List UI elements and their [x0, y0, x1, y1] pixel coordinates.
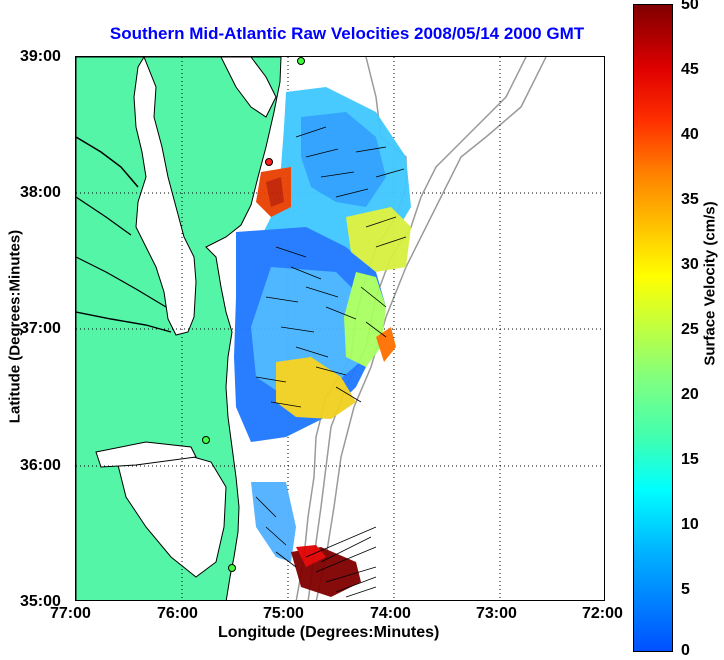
albemarle-sound — [95, 441, 197, 468]
bathymetry-contour — [315, 57, 547, 600]
x-tick-76: 76:00 — [157, 605, 198, 622]
y-tick-39: 39:00 — [20, 48, 61, 65]
colorbar-tick-50: 50 — [681, 0, 699, 13]
colorbar-tick-30: 30 — [681, 256, 699, 273]
y-tick-38: 38:00 — [20, 184, 61, 201]
rappahannock-river — [76, 196, 132, 236]
chesapeake-bay — [133, 57, 197, 336]
colorbar-tick-0: 0 — [681, 642, 690, 659]
y-tick-37: 37:00 — [20, 320, 61, 337]
x-tick-73: 73:00 — [476, 605, 517, 622]
y-tick-35: 35:00 — [20, 593, 61, 610]
x-axis-title: Longitude (Degrees:Minutes) — [218, 624, 440, 641]
map-plot-area — [75, 56, 605, 601]
pamlico-sound — [115, 451, 227, 578]
colorbar-tick-20: 20 — [681, 386, 699, 403]
velocity-arrows — [255, 126, 407, 598]
colorbar-tick-40: 40 — [681, 126, 699, 143]
colorbar-tick-25: 25 — [681, 321, 699, 338]
map-title: Southern Mid-Atlantic Raw Velocities 200… — [109, 24, 585, 43]
potomac-river — [76, 136, 139, 188]
map-canvas — [76, 57, 604, 600]
bathymetry-contour — [307, 57, 527, 600]
colorbar — [633, 4, 673, 652]
colorbar-tick-15: 15 — [681, 451, 699, 468]
colorbar-tick-10: 10 — [681, 516, 699, 533]
x-tick-77: 77:00 — [50, 605, 91, 622]
james-river — [76, 311, 172, 333]
colorbar-title: Surface Velocity (cm/s) — [701, 201, 719, 366]
y-tick-36: 36:00 — [20, 457, 61, 474]
york-river — [76, 256, 167, 308]
x-tick-72: 72:00 — [582, 605, 623, 622]
colorbar-tick-35: 35 — [681, 191, 699, 208]
x-tick-74: 74:00 — [370, 605, 411, 622]
delaware-bay — [220, 57, 277, 118]
colorbar-tick-5: 5 — [681, 581, 690, 598]
colorbar-tick-45: 45 — [681, 61, 699, 78]
radar-site-markers — [202, 57, 305, 572]
x-tick-75: 75:00 — [263, 605, 304, 622]
